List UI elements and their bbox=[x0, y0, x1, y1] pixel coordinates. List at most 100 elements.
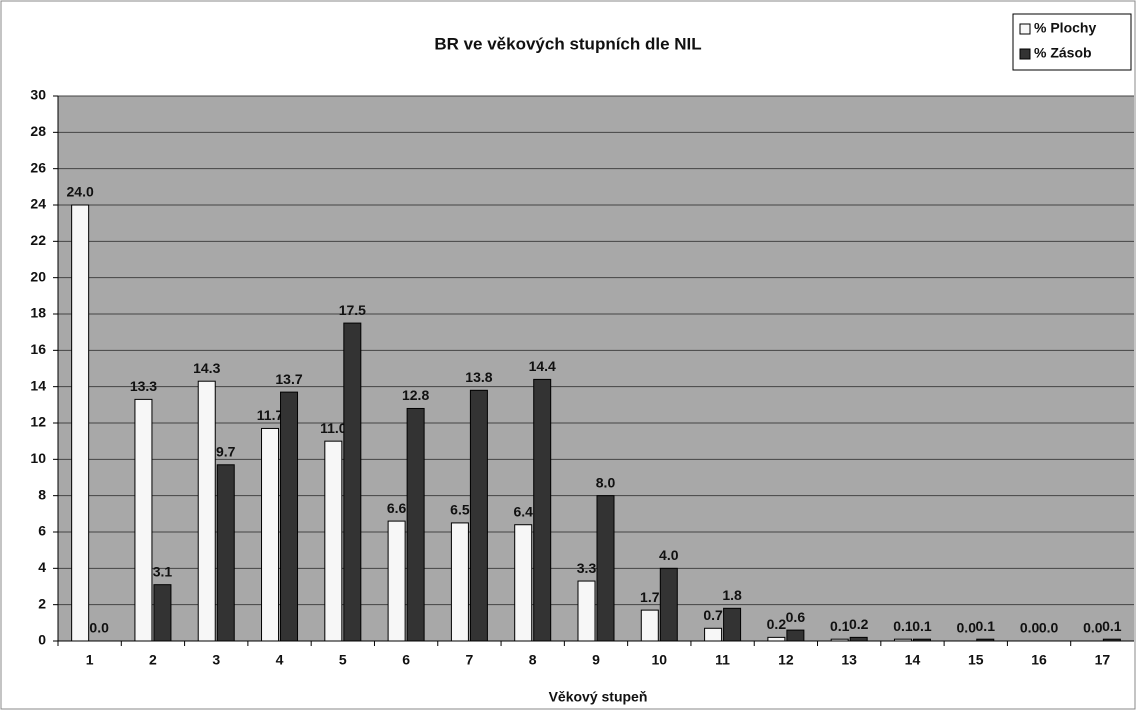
bar bbox=[153, 584, 172, 642]
value-label: 0.0 bbox=[89, 620, 109, 636]
value-label: 0.0 bbox=[957, 620, 977, 636]
value-label: 14.4 bbox=[529, 358, 556, 374]
bar bbox=[723, 607, 742, 642]
x-axis-label: Věkový stupeň bbox=[549, 689, 648, 705]
value-label: 0.0 bbox=[1083, 620, 1103, 636]
bar bbox=[830, 638, 849, 642]
value-label: 24.0 bbox=[67, 184, 94, 200]
bar bbox=[197, 380, 216, 642]
value-label: 0.1 bbox=[893, 618, 913, 634]
value-label: 0.2 bbox=[849, 616, 869, 632]
value-label: 0.7 bbox=[703, 607, 723, 623]
value-label: 1.7 bbox=[640, 589, 660, 605]
legend-label: % Zásob bbox=[1034, 45, 1092, 61]
bar bbox=[450, 522, 469, 642]
bar bbox=[786, 629, 805, 642]
x-tick-label: 7 bbox=[466, 652, 474, 668]
value-label: 0.1 bbox=[976, 618, 996, 634]
bar bbox=[659, 567, 678, 642]
y-tick-label: 0 bbox=[38, 632, 46, 648]
value-label: 3.1 bbox=[153, 563, 173, 579]
value-label: 17.5 bbox=[339, 302, 366, 318]
value-label: 1.8 bbox=[722, 587, 742, 603]
chart-title: BR ve věkových stupních dle NIL bbox=[434, 34, 701, 53]
x-tick-label: 6 bbox=[402, 652, 410, 668]
x-tick-label: 15 bbox=[968, 652, 984, 668]
value-label: 13.3 bbox=[130, 378, 157, 394]
bar bbox=[406, 407, 425, 642]
x-tick-label: 4 bbox=[276, 652, 284, 668]
value-label: 11.0 bbox=[320, 420, 347, 436]
value-label: 0.2 bbox=[767, 616, 787, 632]
y-tick-label: 10 bbox=[30, 450, 46, 466]
x-tick-label: 17 bbox=[1095, 652, 1111, 668]
bar bbox=[514, 524, 533, 642]
bar bbox=[280, 391, 299, 642]
value-label: 14.3 bbox=[193, 360, 220, 376]
y-tick-label: 20 bbox=[30, 268, 46, 284]
bar bbox=[767, 636, 786, 642]
value-label: 0.6 bbox=[786, 609, 806, 625]
y-tick-label: 8 bbox=[38, 486, 46, 502]
bar bbox=[71, 204, 90, 642]
bar bbox=[912, 638, 931, 642]
value-label: 6.6 bbox=[387, 500, 407, 516]
value-label: 4.0 bbox=[659, 547, 679, 563]
y-tick-label: 6 bbox=[38, 523, 46, 539]
y-tick-label: 18 bbox=[30, 305, 46, 321]
y-tick-label: 26 bbox=[30, 159, 46, 175]
bar bbox=[469, 389, 488, 642]
x-tick-label: 9 bbox=[592, 652, 600, 668]
x-tick-label: 11 bbox=[715, 652, 730, 668]
y-tick-label: 4 bbox=[38, 559, 46, 575]
value-label: 0.0 bbox=[1039, 620, 1059, 636]
value-label: 13.7 bbox=[275, 371, 302, 387]
value-label: 0.1 bbox=[912, 618, 932, 634]
plot-area bbox=[58, 96, 1134, 641]
bar bbox=[343, 322, 362, 642]
bar bbox=[1102, 638, 1121, 642]
value-label: 11.7 bbox=[257, 407, 284, 423]
value-label: 12.8 bbox=[402, 387, 429, 403]
x-tick-label: 16 bbox=[1031, 652, 1047, 668]
x-tick-label: 8 bbox=[529, 652, 537, 668]
bar bbox=[134, 398, 153, 642]
value-label: 6.5 bbox=[450, 502, 470, 518]
x-tick-label: 13 bbox=[841, 652, 857, 668]
bar bbox=[324, 440, 343, 642]
legend-swatch bbox=[1019, 48, 1031, 60]
bar bbox=[533, 378, 552, 642]
bar bbox=[261, 427, 280, 642]
x-tick-label: 10 bbox=[652, 652, 668, 668]
x-tick-label: 14 bbox=[905, 652, 921, 668]
bar bbox=[577, 580, 596, 642]
bar bbox=[640, 609, 659, 642]
x-tick-label: 3 bbox=[212, 652, 220, 668]
legend-box bbox=[1012, 13, 1132, 71]
bar bbox=[849, 636, 868, 642]
y-tick-label: 22 bbox=[30, 232, 46, 248]
x-tick-label: 5 bbox=[339, 652, 347, 668]
y-tick-label: 2 bbox=[38, 595, 46, 611]
y-tick-label: 12 bbox=[30, 414, 46, 430]
x-tick-label: 12 bbox=[778, 652, 794, 668]
value-label: 6.4 bbox=[513, 503, 533, 519]
y-tick-label: 28 bbox=[30, 123, 46, 139]
value-label: 8.0 bbox=[596, 474, 616, 490]
y-tick-label: 30 bbox=[30, 87, 46, 103]
value-label: 9.7 bbox=[216, 443, 236, 459]
bar bbox=[216, 464, 235, 642]
bar bbox=[976, 638, 995, 642]
x-tick-label: 1 bbox=[86, 652, 94, 668]
value-label: 13.8 bbox=[465, 369, 492, 385]
legend-label: % Plochy bbox=[1034, 20, 1096, 36]
legend-swatch bbox=[1019, 23, 1031, 35]
y-tick-label: 16 bbox=[30, 341, 46, 357]
value-label: 3.3 bbox=[577, 560, 597, 576]
y-tick-label: 24 bbox=[30, 196, 46, 212]
bar bbox=[704, 627, 723, 642]
y-tick-label: 14 bbox=[30, 377, 46, 393]
x-tick-label: 2 bbox=[149, 652, 157, 668]
bar bbox=[596, 495, 615, 642]
